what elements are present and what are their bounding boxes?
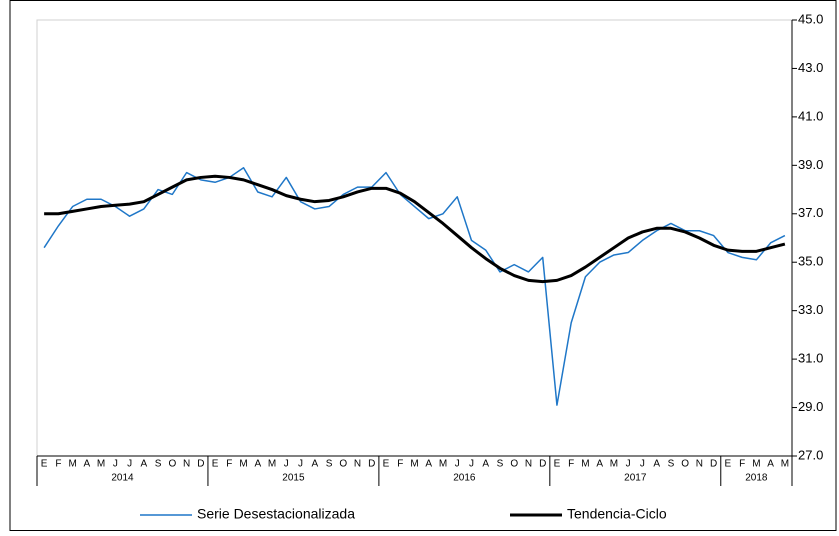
y-tick-label: 43.0 [798,60,823,75]
x-tick-label: J [640,459,645,470]
y-tick-label: 41.0 [798,108,823,123]
x-tick-label: A [254,459,261,470]
x-tick-label: F [397,459,403,470]
x-tick-label: A [596,459,603,470]
x-tick-label: N [525,459,532,470]
x-tick-label: E [212,459,219,470]
x-tick-label: J [284,459,289,470]
x-tick-label: N [696,459,703,470]
x-tick-label: D [368,459,375,470]
x-tick-label: N [354,459,361,470]
legend-label: Tendencia-Ciclo [567,506,667,522]
x-tick-label: O [510,459,518,470]
x-tick-label: J [469,459,474,470]
x-tick-label: O [681,459,689,470]
legend-label: Serie Desestacionalizada [197,506,355,522]
x-tick-label: S [668,459,675,470]
y-tick-label: 33.0 [798,302,823,317]
x-tick-label: S [326,459,333,470]
x-tick-label: A [767,459,774,470]
x-tick-label: S [497,459,504,470]
y-tick-label: 39.0 [798,157,823,172]
plot-area [36,19,793,457]
y-tick-label: 31.0 [798,351,823,366]
x-tick-label: M [610,459,618,470]
x-tick-label: A [311,459,318,470]
x-tick-label: D [539,459,546,470]
x-tick-label: J [455,459,460,470]
x-tick-label: F [226,459,232,470]
x-tick-label: A [84,459,91,470]
y-tick-label: 27.0 [798,447,823,462]
x-tick-label: M [97,459,105,470]
x-tick-label: M [752,459,760,470]
x-tick-label: O [339,459,347,470]
y-tick-label: 45.0 [798,11,823,26]
y-tick-label: 29.0 [798,399,823,414]
x-tick-label: D [710,459,717,470]
x-tick-label: M [68,459,76,470]
x-tick-label: M [439,459,447,470]
x-tick-label: J [626,459,631,470]
x-tick-label: O [168,459,176,470]
y-tick-label: 35.0 [798,254,823,269]
x-tick-label: D [197,459,204,470]
x-tick-label: A [425,459,432,470]
x-tick-label: M [239,459,247,470]
x-tick-label: M [410,459,418,470]
year-label: 2016 [453,473,476,484]
x-tick-label: M [781,459,789,470]
year-label: 2017 [624,473,647,484]
x-tick-label: F [55,459,61,470]
x-tick-label: F [739,459,745,470]
x-tick-label: M [268,459,276,470]
x-tick-label: J [127,459,132,470]
x-tick-label: S [155,459,162,470]
x-tick-label: A [653,459,660,470]
y-tick-label: 37.0 [798,205,823,220]
x-tick-label: F [568,459,574,470]
year-label: 2018 [745,473,768,484]
year-label: 2015 [282,473,305,484]
x-tick-label: E [725,459,732,470]
series-line [44,174,786,284]
x-tick-label: A [141,459,148,470]
year-label: 2014 [111,473,134,484]
x-tick-label: E [383,459,390,470]
x-tick-label: M [581,459,589,470]
x-tick-label: J [113,459,118,470]
x-tick-label: A [482,459,489,470]
x-tick-label: E [41,459,48,470]
x-tick-label: N [183,459,190,470]
x-tick-label: E [554,459,561,470]
x-tick-label: J [298,459,303,470]
